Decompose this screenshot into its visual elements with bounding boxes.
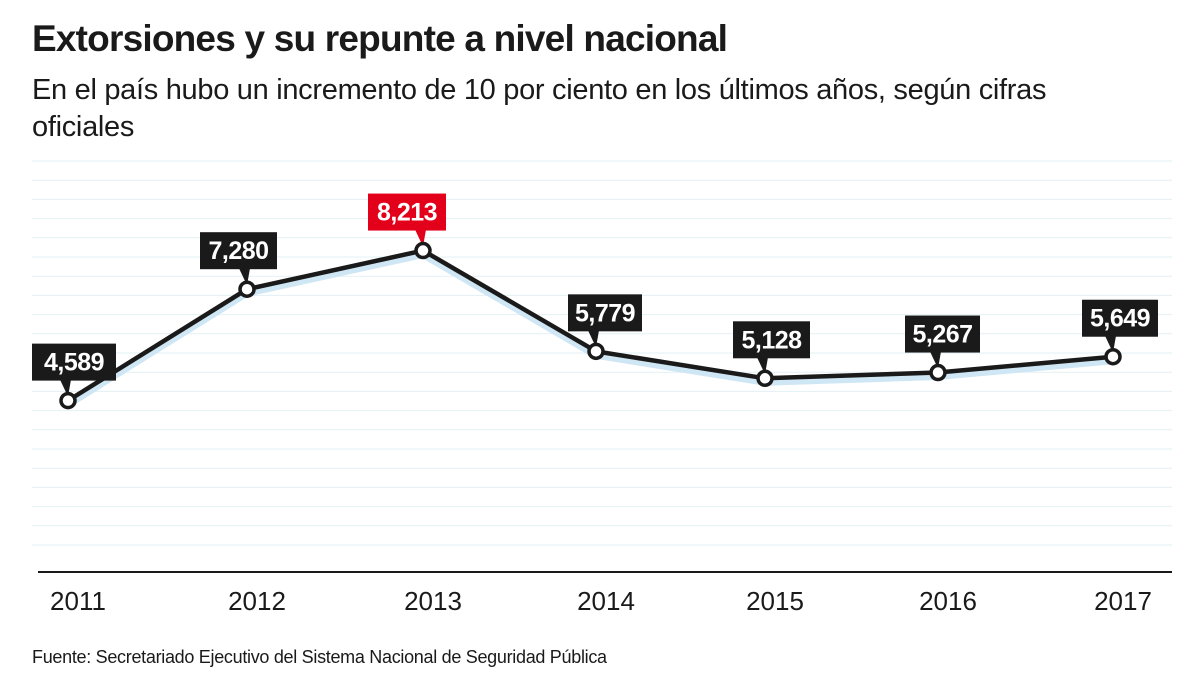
chart-title: Extorsiones y su repunte a nivel naciona… (32, 18, 728, 59)
data-label-box (568, 294, 642, 332)
data-label: 5,649 (1082, 299, 1158, 353)
x-tick-label: 2015 (746, 586, 804, 616)
data-point (59, 391, 77, 410)
data-label: 4,589 (32, 343, 116, 397)
source-note: Fuente: Secretariado Ejecutivo del Siste… (32, 647, 607, 667)
data-point (1104, 347, 1122, 366)
x-tick-label: 2012 (228, 586, 286, 616)
data-label: 7,280 (200, 232, 277, 286)
data-label-box (200, 232, 277, 270)
x-tick-label: 2016 (919, 586, 977, 616)
data-label-box (733, 321, 810, 359)
data-label-box (32, 343, 116, 381)
data-label: 8,213 (368, 193, 446, 247)
data-label: 5,267 (905, 315, 980, 369)
x-tick-label: 2014 (577, 586, 635, 616)
data-label-box (1082, 299, 1158, 337)
data-label-text: 5,779 (575, 299, 635, 327)
data-label-text: 5,267 (912, 321, 972, 349)
data-label-box (905, 315, 980, 353)
chart-subtitle: En el país hubo un incremento de 10 por … (32, 74, 1047, 143)
data-point (929, 363, 947, 382)
data-label-text: 5,649 (1090, 305, 1150, 333)
data-label-text: 5,128 (741, 326, 802, 354)
x-tick-label: 2013 (404, 586, 462, 616)
data-label-text: 8,213 (377, 199, 437, 227)
data-label: 5,779 (568, 294, 642, 348)
data-point (238, 280, 256, 298)
x-tick-label: 2011 (50, 586, 106, 616)
data-label-box (368, 193, 446, 231)
data-label-text: 4,589 (44, 349, 104, 377)
data-point (587, 342, 605, 361)
data-label-text: 7,280 (208, 237, 268, 265)
data-point (414, 241, 432, 260)
x-tick-label: 2017 (1094, 586, 1152, 616)
data-point (756, 369, 774, 388)
data-label: 5,128 (733, 321, 810, 375)
